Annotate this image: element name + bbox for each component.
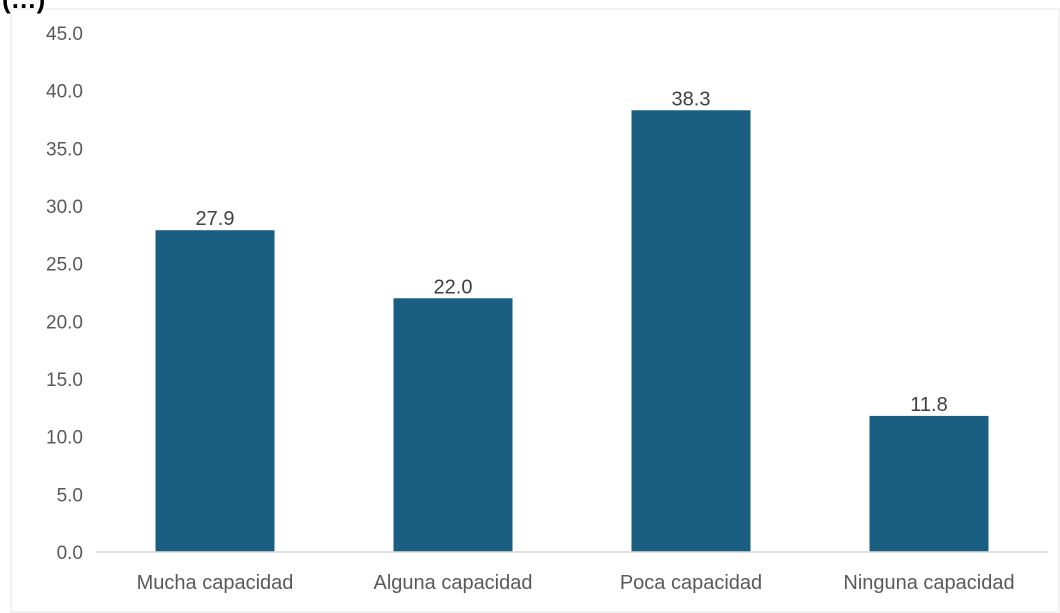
x-axis-category-labels: Mucha capacidad Alguna capacidad Poca capa… xyxy=(137,572,1015,594)
y-tick-label: 35.0 xyxy=(46,139,83,160)
y-tick-label: 0.0 xyxy=(57,543,83,564)
bar xyxy=(631,110,751,553)
category-label: Alguna capacidad xyxy=(373,572,532,594)
category-label: Poca capacidad xyxy=(620,572,762,594)
chart-title-fragment: (…) xyxy=(2,0,45,14)
bar xyxy=(869,415,989,552)
y-tick-label: 30.0 xyxy=(46,197,83,218)
data-label: 22.0 xyxy=(434,276,473,298)
data-label: 11.8 xyxy=(910,394,947,416)
y-tick-label: 15.0 xyxy=(46,370,83,391)
y-tick-label: 25.0 xyxy=(46,255,83,276)
y-axis-tick-labels: 0.0 5.0 10.0 15.0 20.0 25.0 30.0 35.0 40.0 45.0 xyxy=(46,24,83,564)
bar xyxy=(393,298,513,552)
y-tick-label: 10.0 xyxy=(46,428,83,449)
data-labels: 27.9 22.0 38.3 11.8 xyxy=(196,88,948,416)
data-label: 27.9 xyxy=(196,208,235,230)
bars xyxy=(155,110,989,553)
y-tick-label: 5.0 xyxy=(57,485,83,506)
category-label: Ninguna capacidad xyxy=(843,572,1014,594)
y-tick-label: 20.0 xyxy=(46,312,83,333)
bar xyxy=(155,230,275,552)
y-tick-label: 40.0 xyxy=(46,82,83,103)
y-tick-label: 45.0 xyxy=(46,24,83,45)
category-label: Mucha capacidad xyxy=(137,572,294,594)
data-label: 38.3 xyxy=(672,88,711,110)
